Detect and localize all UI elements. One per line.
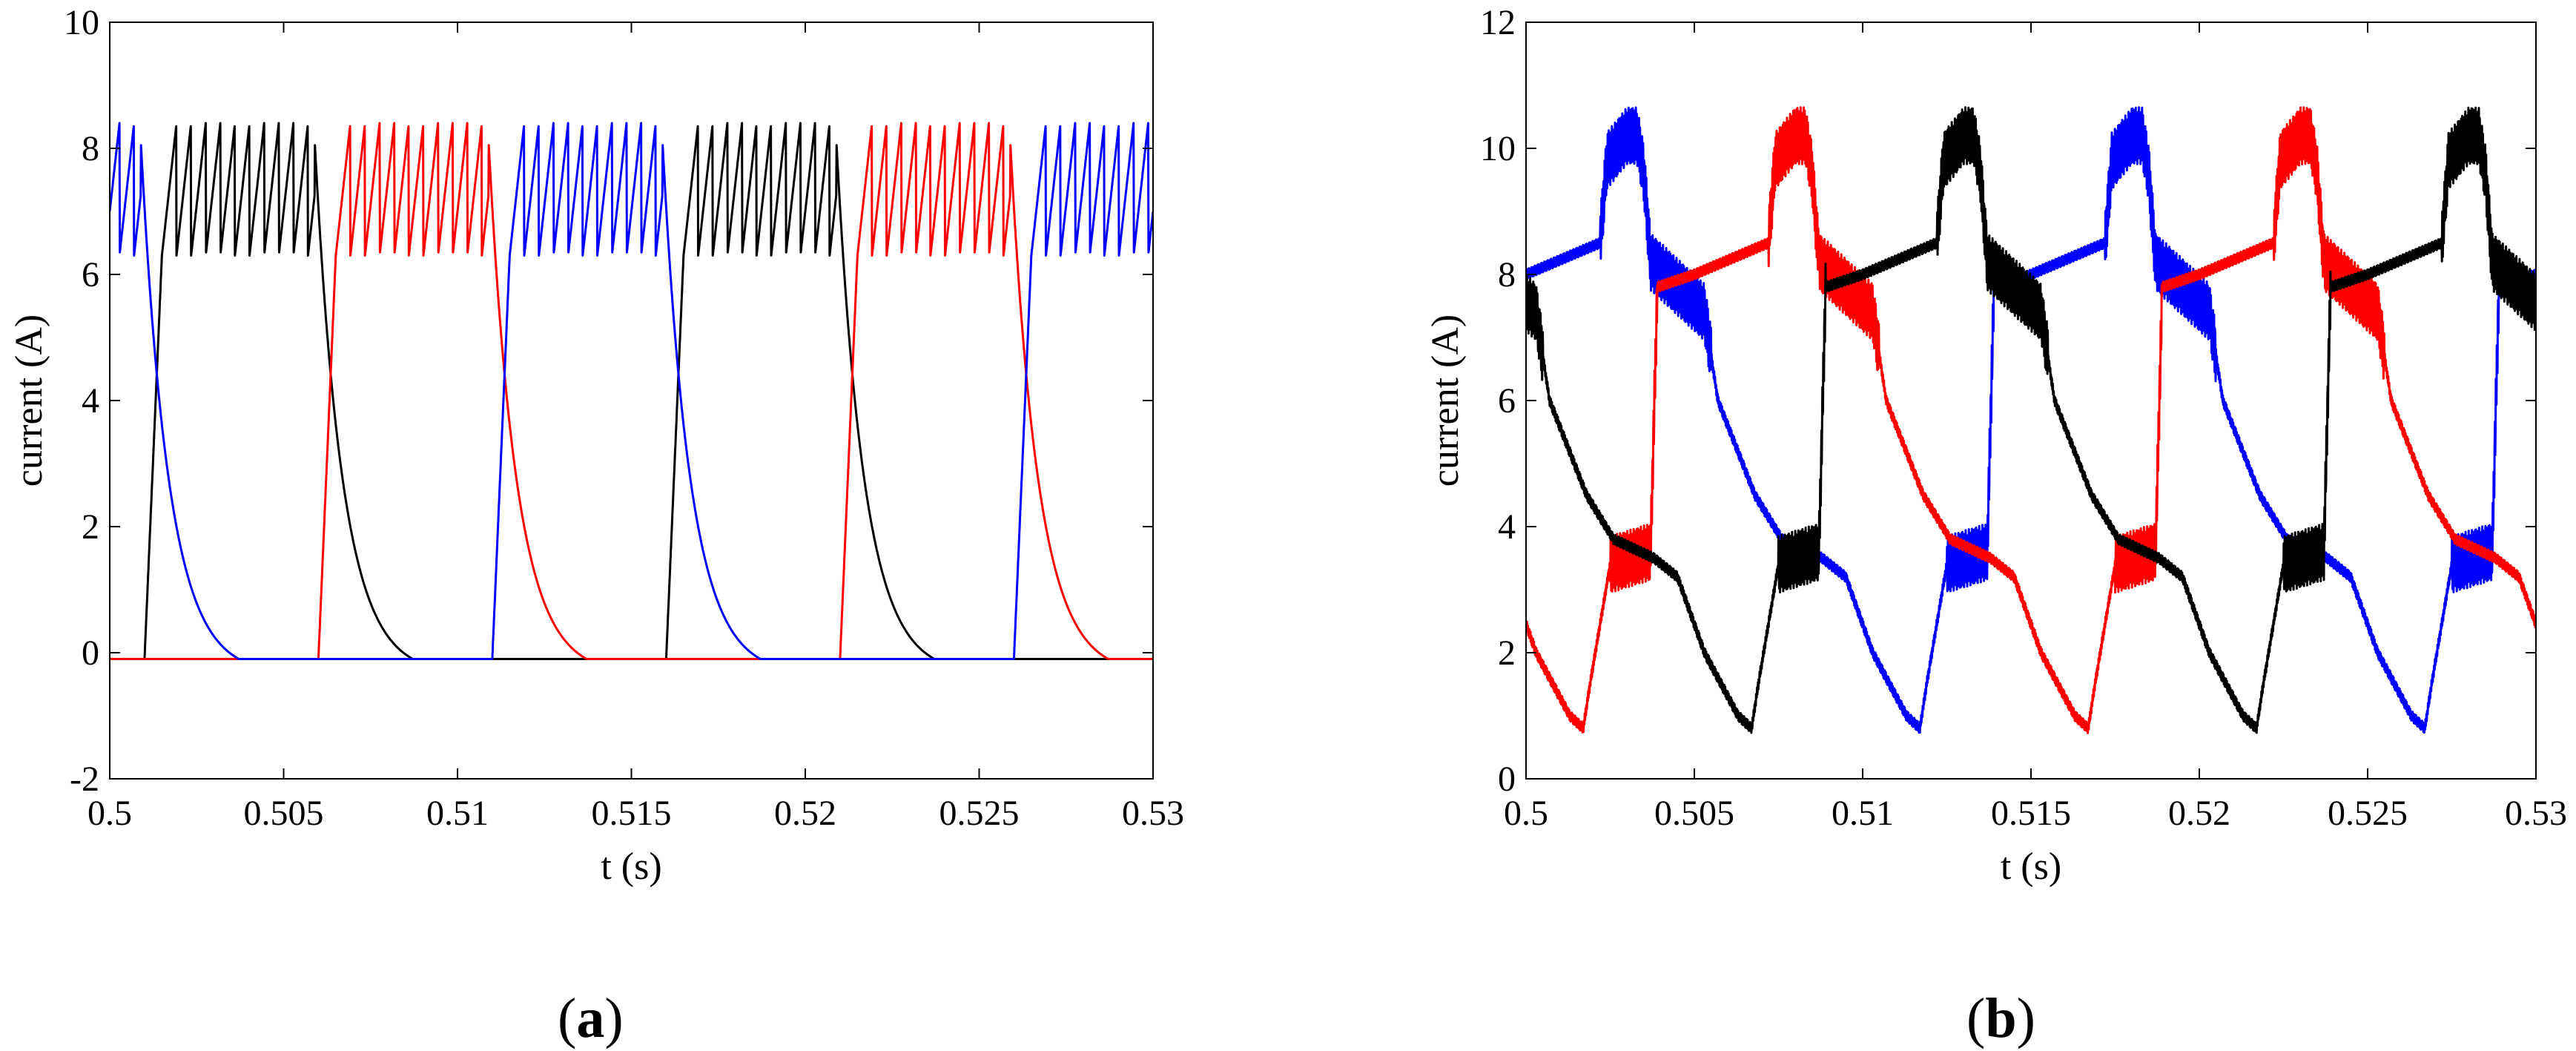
y-tick-label: 2: [82, 507, 99, 547]
x-tick-label: 0.505: [1654, 794, 1734, 833]
x-tick-label: 0.52: [774, 794, 836, 833]
panel-letter-b: b: [1985, 987, 2017, 1050]
y-tick-label: 8: [82, 129, 99, 168]
chart-panel-a: 0.5 0.505 0.51 0.515 0.52 0.525 0.53 -2 0 2 4 6 8 10 t…: [8, 3, 1184, 888]
chart-panel-b: 0.5 0.505 0.51 0.515 0.52 0.525 0.53 0 2 4 6 8 10 12 t…: [1424, 3, 2567, 888]
x-tick-label: 0.515: [592, 794, 672, 833]
x-tick-label: 0.53: [2505, 794, 2567, 833]
y-tick-label: 4: [1498, 507, 1516, 547]
panel-label-b: (b): [1966, 987, 2035, 1050]
x-tick-label: 0.51: [426, 794, 489, 833]
panel-letter-a: a: [576, 987, 605, 1050]
x-axis-label: t (s): [601, 846, 661, 888]
x-tick-label: 0.51: [1832, 794, 1894, 833]
axes-frame: [109, 22, 1154, 780]
y-tick-label: 8: [1498, 255, 1516, 294]
plot-area: [1526, 106, 2536, 734]
x-tick-label: 0.505: [244, 794, 324, 833]
y-tick-label: 10: [64, 3, 99, 42]
y-tick-label: 0: [1498, 760, 1516, 799]
series-line-phase-blue: [110, 122, 1153, 660]
x-tick-label: 0.525: [939, 794, 1020, 833]
x-tick-label: 0.53: [1122, 794, 1184, 833]
y-axis-label: current (A): [1424, 314, 1467, 487]
panel-label-a: (a): [558, 987, 624, 1050]
plot-area: [110, 122, 1153, 660]
y-tick-label: 12: [1480, 3, 1516, 42]
series-line-phase-blue: [1526, 106, 2536, 734]
y-tick-label: 2: [1498, 633, 1516, 673]
x-tick-label: 0.525: [2328, 794, 2408, 833]
x-tick-label: 0.515: [1991, 794, 2071, 833]
x-tick-label: 0.52: [2168, 794, 2230, 833]
y-tick-label: -2: [70, 760, 99, 799]
x-tick-label: 0.5: [87, 794, 132, 833]
y-axis-label: current (A): [8, 314, 50, 487]
series-line-phase-red: [1526, 106, 2536, 734]
x-tick-label: 0.5: [1504, 794, 1548, 833]
y-tick-label: 6: [1498, 381, 1516, 421]
y-tick-label: 6: [82, 255, 99, 294]
y-tick-label: 0: [82, 633, 99, 673]
y-tick-label: 4: [82, 381, 99, 421]
series-line-phase-black: [1526, 106, 2536, 734]
y-tick-label: 10: [1480, 129, 1516, 168]
x-axis-label: t (s): [2001, 846, 2061, 888]
